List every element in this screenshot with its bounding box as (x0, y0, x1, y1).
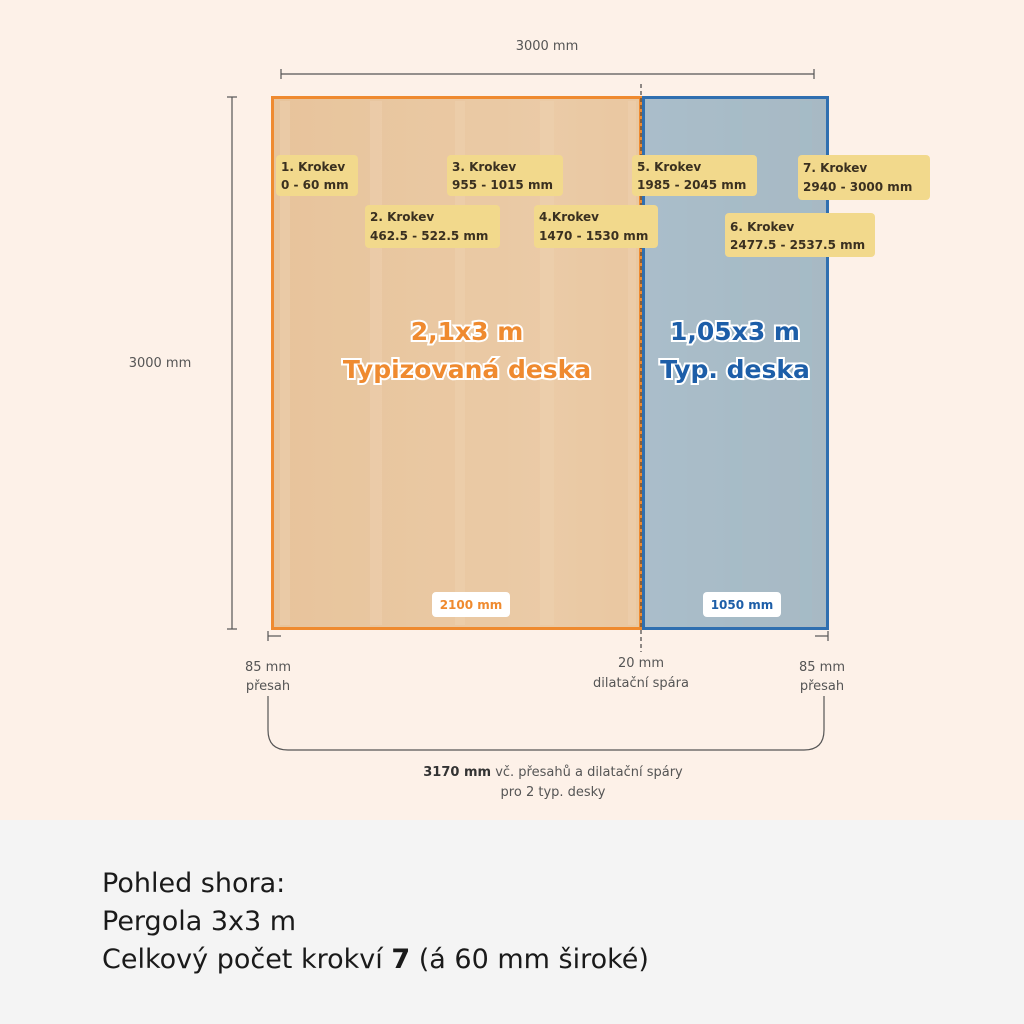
rafter-tag-6: 6. Krokev 2477.5 - 2537.5 mm (725, 213, 875, 257)
svg-text:1050 mm: 1050 mm (711, 598, 774, 612)
svg-text:2. Krokev: 2. Krokev (370, 210, 434, 224)
right-board-width-badge: 1050 mm (703, 592, 781, 617)
left-height-label: 3000 mm (129, 356, 192, 371)
svg-text:3. Krokev: 3. Krokev (452, 160, 516, 174)
rafter-tag-5: 5. Krokev 1985 - 2045 mm (632, 155, 757, 196)
svg-text:462.5 - 522.5 mm: 462.5 - 522.5 mm (370, 229, 488, 243)
diagram-area: 3000 mm 3000 mm (0, 0, 1024, 820)
right-board-size: 1,05x3 m (670, 317, 800, 346)
svg-text:6. Krokev: 6. Krokev (730, 220, 794, 234)
pergola-top-view: 3000 mm 3000 mm (129, 39, 930, 800)
svg-text:1470 - 1530 mm: 1470 - 1530 mm (539, 229, 648, 243)
rafter-tag-7: 7. Krokev 2940 - 3000 mm (798, 155, 930, 200)
gap-label: dilatační spára (593, 676, 689, 691)
summary-pergola-size: Pergola 3x3 m (102, 906, 297, 937)
gap-value: 20 mm (618, 656, 664, 671)
rafter-tag-4: 4.Krokev 1470 - 1530 mm (534, 205, 658, 248)
right-overhang-label: přesah (800, 679, 844, 694)
svg-text:4.Krokev: 4.Krokev (539, 210, 599, 224)
svg-text:2940 - 3000 mm: 2940 - 3000 mm (803, 180, 912, 194)
total-width-line1: 3170 mm vč. přesahů a dilatační spáry (423, 765, 683, 780)
summary-rafter-count: Celkový počet krokví 7 (á 60 mm široké) (102, 944, 649, 975)
left-board-width-badge: 2100 mm (432, 592, 510, 617)
left-board-name: Typizovaná deska (343, 355, 591, 384)
left-overhang-value: 85 mm (245, 660, 291, 675)
svg-text:2477.5 - 2537.5 mm: 2477.5 - 2537.5 mm (730, 238, 865, 252)
summary-view-label: Pohled shora: (102, 868, 286, 899)
svg-text:1985 - 2045 mm: 1985 - 2045 mm (637, 178, 746, 192)
left-overhang-label: přesah (246, 679, 290, 694)
top-width-label: 3000 mm (516, 39, 579, 54)
svg-text:1. Krokev: 1. Krokev (281, 160, 345, 174)
summary-panel: Pohled shora: Pergola 3x3 m Celkový poče… (0, 820, 1024, 1024)
right-overhang-value: 85 mm (799, 660, 845, 675)
svg-text:7. Krokev: 7. Krokev (803, 161, 867, 175)
rafter-tag-1: 1. Krokev 0 - 60 mm (276, 155, 358, 196)
total-width-line2: pro 2 typ. desky (501, 785, 606, 800)
rafter-tag-3: 3. Krokev 955 - 1015 mm (447, 155, 563, 196)
svg-text:0 - 60 mm: 0 - 60 mm (281, 178, 349, 192)
svg-text:2100 mm: 2100 mm (440, 598, 503, 612)
svg-text:955 - 1015 mm: 955 - 1015 mm (452, 178, 553, 192)
total-width-bracket (267, 696, 825, 751)
left-board-size: 2,1x3 m (411, 317, 524, 346)
svg-text:5. Krokev: 5. Krokev (637, 160, 701, 174)
rafter-tag-2: 2. Krokev 462.5 - 522.5 mm (365, 205, 500, 248)
right-board-name: Typ. deska (660, 355, 810, 384)
